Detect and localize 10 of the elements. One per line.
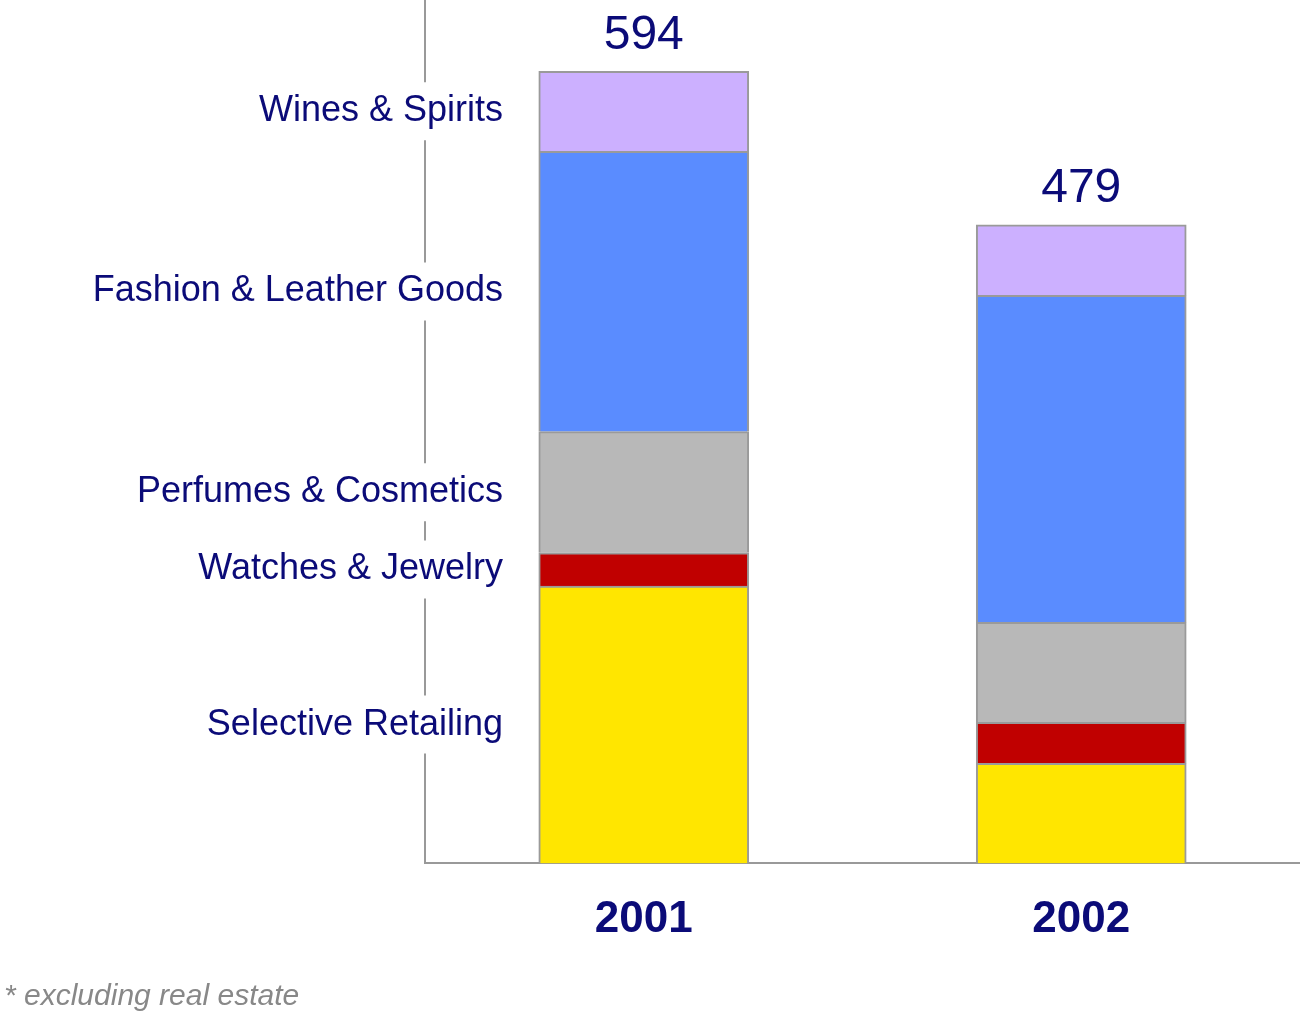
- annotation: 594: [603, 5, 684, 59]
- series-label: Watches & Jewelry: [198, 546, 503, 588]
- series-label: Fashion & Leather Goods: [92, 268, 503, 310]
- series-label: Perfumes & Cosmetics: [136, 469, 503, 511]
- series-label: Selective Retailing: [206, 701, 503, 743]
- series-label: Wines & Spirits: [258, 88, 503, 130]
- text: * excluding real estate: [4, 978, 300, 1012]
- x-tick-label: 2002: [1032, 891, 1131, 941]
- annotation: 479: [1041, 159, 1122, 213]
- x-tick-label: 2001: [594, 891, 693, 941]
